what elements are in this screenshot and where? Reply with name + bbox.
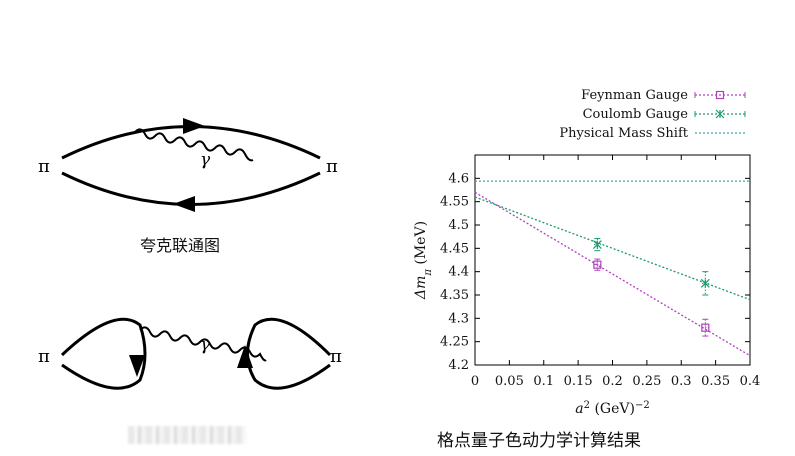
y-tick-label: 4.5 xyxy=(448,218,469,233)
data-points xyxy=(592,238,710,337)
photon-line-bottom xyxy=(139,326,267,362)
left-pion-label: π xyxy=(38,156,50,177)
data-point xyxy=(701,323,710,332)
data-point xyxy=(700,278,710,288)
left-loop xyxy=(60,317,147,390)
right-pion-label-bottom: π xyxy=(330,346,342,367)
legend-marker xyxy=(715,90,725,100)
x-tick-label: 0.35 xyxy=(701,374,730,389)
bottom-arrow-icon xyxy=(173,196,195,212)
top-quark-line xyxy=(61,125,321,160)
lattice-chart: Feynman Gauge Coulomb Gauge Physical Mass … xyxy=(413,88,760,418)
connected-diagram-caption: 夸克联通图 xyxy=(140,236,221,255)
y-tick-label: 4.6 xyxy=(448,171,469,186)
right-loop-arrow-icon xyxy=(237,345,253,368)
y-tick-label: 4.25 xyxy=(440,335,469,350)
plot-frame xyxy=(474,154,751,366)
x-tick-label: 0.2 xyxy=(602,374,623,389)
x-tick-label: 0.25 xyxy=(632,374,661,389)
left-loop-arrow-icon xyxy=(129,355,145,377)
x-tick-label: 0.3 xyxy=(671,374,692,389)
data-point xyxy=(592,240,602,250)
y-tick-label: 4.3 xyxy=(448,311,469,326)
top-arrow-icon xyxy=(183,118,205,134)
x-axis-label: a2 (GeV)−2 xyxy=(575,400,649,418)
legend-marker xyxy=(715,109,725,119)
left-pion-label-bottom: π xyxy=(38,346,50,367)
x-tick-label: 0.1 xyxy=(533,374,554,389)
legend-label: Physical Mass Shift xyxy=(559,126,688,141)
y-tick-label: 4.35 xyxy=(440,288,469,303)
y-tick-label: 4.2 xyxy=(448,358,469,373)
y-tick-label: 4.55 xyxy=(440,195,469,210)
x-tick-label: 0.4 xyxy=(740,374,761,389)
chart-caption: 格点量子色动力学计算结果 xyxy=(437,431,641,451)
photon-label: γ xyxy=(200,150,211,170)
data-point xyxy=(593,260,602,269)
connected-diagram: π π γ xyxy=(38,118,338,212)
y-tick-label: 4.4 xyxy=(448,265,469,280)
legend: Feynman Gauge Coulomb Gauge Physical Mass … xyxy=(559,88,746,141)
x-tick-label: 0 xyxy=(471,374,479,389)
fit-line-1 xyxy=(474,196,751,301)
photon-label-bottom: γ xyxy=(200,335,211,355)
disconnected-diagram: π π γ xyxy=(38,317,342,390)
right-pion-label: π xyxy=(326,156,338,177)
x-tick-label: 0.05 xyxy=(495,374,524,389)
photon-line xyxy=(134,128,254,162)
legend-label: Coulomb Gauge xyxy=(583,107,689,122)
blurred-caption xyxy=(128,426,246,444)
feynman-diagrams: π π γ π π γ xyxy=(38,118,342,390)
y-axis-label: Δmπ (MeV) xyxy=(413,221,434,300)
fit-line-0 xyxy=(474,191,751,357)
axis-ticks: 0 0.05 0.1 0.15 0.2 0.25 0.3 0.35 0.4 4.2 4.25 4.3 4… xyxy=(440,155,760,389)
legend-label: Feynman Gauge xyxy=(581,88,688,103)
y-tick-label: 4.45 xyxy=(440,241,469,256)
x-tick-label: 0.15 xyxy=(564,374,593,389)
